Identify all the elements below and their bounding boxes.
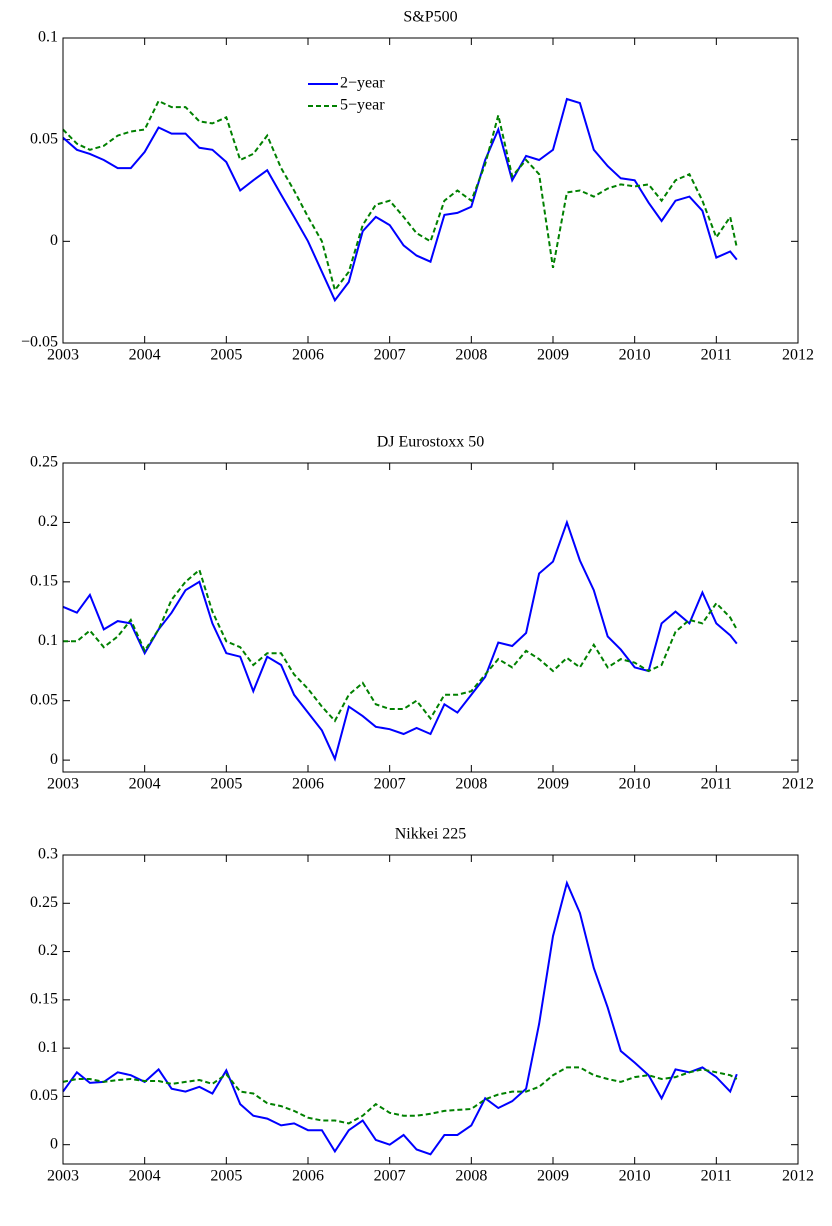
y-tick-label: 0.1 xyxy=(38,29,58,46)
x-tick-label: 2009 xyxy=(537,347,569,364)
x-tick-label: 2004 xyxy=(129,347,161,364)
x-tick-label: 2010 xyxy=(619,347,651,364)
x-tick-label: 2004 xyxy=(129,1168,161,1185)
y-tick-label: 0.2 xyxy=(38,942,58,959)
chart-title: S&P500 xyxy=(403,9,457,26)
axes-box xyxy=(62,37,799,344)
x-tick-label: 2008 xyxy=(455,1168,487,1185)
x-tick-label: 2012 xyxy=(782,347,814,364)
x-tick-label: 2011 xyxy=(701,347,732,364)
y-tick-label: 0.05 xyxy=(30,130,58,147)
y-tick-label: 0.05 xyxy=(30,691,58,708)
x-tick-label: 2007 xyxy=(374,347,406,364)
x-tick-label: 2004 xyxy=(129,776,161,793)
y-tick-label: −0.05 xyxy=(21,334,58,351)
series-line xyxy=(62,519,738,762)
y-tick-label: 0.1 xyxy=(38,1039,58,1056)
plot-area xyxy=(63,463,798,772)
x-tick-label: 2009 xyxy=(537,776,569,793)
chart-title: Nikkei 225 xyxy=(395,826,467,843)
x-tick-label: 2006 xyxy=(292,347,324,364)
y-tick-label: 0.25 xyxy=(30,454,58,471)
x-tick-label: 2007 xyxy=(374,1168,406,1185)
x-tick-label: 2008 xyxy=(455,347,487,364)
x-tick-label: 2009 xyxy=(537,1168,569,1185)
x-tick-label: 2003 xyxy=(47,1168,79,1185)
y-tick-label: 0.15 xyxy=(30,573,58,590)
y-tick-label: 0.15 xyxy=(30,991,58,1008)
plot-area xyxy=(63,38,798,343)
x-tick-label: 2006 xyxy=(292,1168,324,1185)
axes-box xyxy=(62,462,799,773)
x-tick-label: 2006 xyxy=(292,776,324,793)
y-tick-label: 0.2 xyxy=(38,513,58,530)
y-tick-label: 0.05 xyxy=(30,1087,58,1104)
x-tick-label: 2005 xyxy=(210,347,242,364)
series-line xyxy=(62,97,738,303)
x-tick-label: 2011 xyxy=(701,776,732,793)
chart-title: DJ Eurostoxx 50 xyxy=(377,434,485,451)
x-tick-label: 2010 xyxy=(619,776,651,793)
x-tick-label: 2008 xyxy=(455,776,487,793)
legend-label: 2−year xyxy=(340,75,385,92)
x-tick-label: 2003 xyxy=(47,776,79,793)
legend-label: 5−year xyxy=(340,97,385,114)
x-tick-label: 2010 xyxy=(619,1168,651,1185)
series-line xyxy=(62,879,738,1156)
y-tick-label: 0.3 xyxy=(38,846,58,863)
x-tick-label: 2005 xyxy=(210,776,242,793)
x-tick-label: 2003 xyxy=(47,347,79,364)
x-tick-label: 2007 xyxy=(374,776,406,793)
series-line xyxy=(62,1066,738,1125)
x-tick-label: 2005 xyxy=(210,1168,242,1185)
x-tick-label: 2011 xyxy=(701,1168,732,1185)
x-tick-label: 2012 xyxy=(782,1168,814,1185)
y-tick-label: 0 xyxy=(50,232,58,249)
y-tick-label: 0.1 xyxy=(38,632,58,649)
y-tick-label: 0.25 xyxy=(30,894,58,911)
series-line xyxy=(62,99,738,293)
axes-box xyxy=(62,854,799,1165)
y-tick-label: 0 xyxy=(50,751,58,768)
plot-area xyxy=(63,855,798,1164)
x-tick-label: 2012 xyxy=(782,776,814,793)
y-tick-label: 0 xyxy=(50,1135,58,1152)
